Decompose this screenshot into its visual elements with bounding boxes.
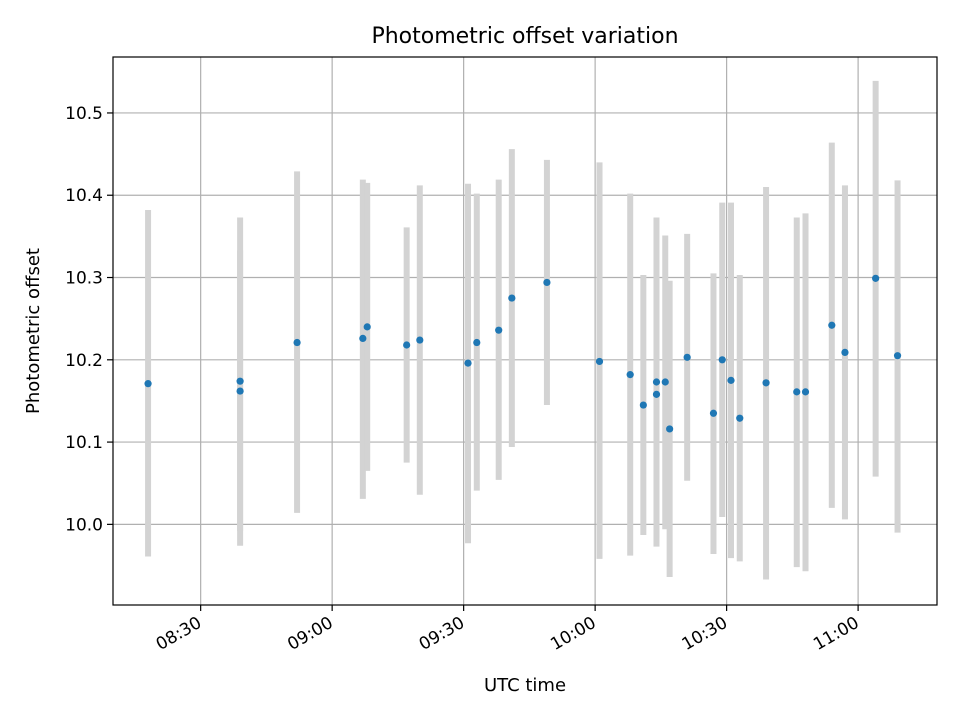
- data-point: [416, 336, 424, 344]
- data-point: [508, 294, 516, 302]
- y-tick-label: 10.5: [65, 104, 103, 124]
- data-point: [718, 356, 726, 364]
- data-point: [236, 377, 244, 385]
- data-point: [683, 353, 691, 361]
- data-point: [464, 359, 472, 367]
- data-point: [236, 387, 244, 395]
- data-point: [639, 401, 647, 409]
- data-point: [666, 425, 674, 433]
- y-tick-label: 10.0: [65, 515, 103, 535]
- data-point: [543, 278, 551, 287]
- data-point: [801, 388, 810, 396]
- data-points: [144, 274, 902, 433]
- axes-frame: [112, 56, 938, 606]
- chart-title: Photometric offset variation: [371, 24, 678, 49]
- data-point: [736, 414, 744, 422]
- y-tick-label: 10.4: [65, 186, 103, 206]
- data-point: [363, 323, 371, 331]
- y-tick-label: 10.1: [65, 433, 103, 453]
- data-point: [872, 274, 880, 282]
- data-point: [652, 390, 661, 398]
- data-point: [473, 338, 481, 347]
- data-point: [762, 379, 770, 387]
- data-point: [293, 338, 301, 347]
- data-point: [595, 357, 604, 366]
- y-tick-label: 10.2: [65, 351, 103, 371]
- data-point: [144, 380, 152, 388]
- y-axis-label: Photometric offset: [23, 248, 44, 414]
- data-point: [495, 326, 503, 334]
- data-point: [793, 388, 801, 396]
- data-point: [359, 334, 367, 343]
- data-point: [727, 376, 735, 384]
- plot-area: [113, 57, 937, 605]
- data-point: [709, 409, 718, 417]
- data-point: [893, 352, 902, 360]
- y-tick-label: 10.3: [65, 269, 103, 289]
- x-axis-label: UTC time: [484, 675, 566, 696]
- data-point: [652, 378, 661, 386]
- data-point: [661, 378, 669, 386]
- y-axis-ticks: 10.0 10.1 10.2 10.3 10.4 10.5: [65, 104, 113, 535]
- data-point: [626, 371, 634, 379]
- data-point: [403, 341, 411, 349]
- data-point: [828, 321, 836, 329]
- data-point: [841, 348, 849, 356]
